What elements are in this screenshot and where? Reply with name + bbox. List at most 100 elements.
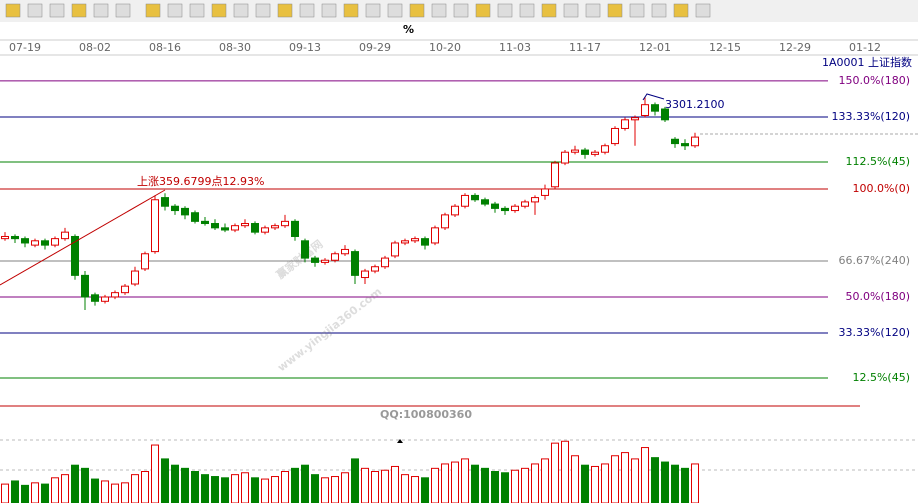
candle-body — [271, 225, 279, 229]
toolbar-button[interactable] — [651, 3, 667, 18]
volume-bar — [171, 464, 179, 503]
candle-body — [251, 223, 259, 233]
volume-bar — [381, 469, 389, 503]
candle-body — [521, 201, 529, 207]
volume-bar — [251, 477, 259, 503]
toolbar-button[interactable] — [365, 3, 381, 18]
level-label-bg — [828, 253, 918, 268]
volume-bar — [191, 471, 199, 503]
volume-bar — [421, 477, 429, 503]
level-label-bg — [828, 181, 918, 196]
volume-bar — [211, 476, 219, 503]
volume-bar — [541, 458, 549, 503]
qq-watermark: QQ:100800360 — [380, 408, 472, 421]
candle-body — [151, 199, 159, 253]
candle-body — [201, 220, 209, 225]
toolbar-button[interactable] — [49, 3, 65, 18]
level-label-bg — [828, 109, 918, 124]
toolbar-button[interactable] — [541, 3, 557, 18]
candle-body — [451, 205, 459, 216]
volume-bar — [401, 474, 409, 503]
candle-body — [611, 127, 619, 145]
date-label: 12-15 — [709, 41, 741, 54]
volume-bar — [671, 464, 679, 503]
candle-body — [471, 194, 479, 201]
toolbar-percent[interactable]: % — [403, 23, 414, 36]
candle-body — [401, 240, 409, 244]
toolbar-button[interactable] — [695, 3, 711, 18]
volume-bar — [311, 474, 319, 503]
toolbar-button[interactable] — [409, 3, 425, 18]
level-label: 33.33%(120) — [838, 326, 910, 339]
volume-bar — [11, 480, 19, 503]
watermark-url: www.yingjia360.com — [275, 285, 384, 374]
date-label: 01-12 — [849, 41, 881, 54]
candle-body — [511, 205, 519, 212]
toolbar-button[interactable] — [519, 3, 535, 18]
toolbar-button[interactable] — [189, 3, 205, 18]
volume-bar — [241, 472, 249, 503]
candle-body — [301, 240, 309, 259]
volume-bar — [31, 482, 39, 503]
toolbar-button[interactable] — [71, 3, 87, 18]
toolbar-button[interactable] — [563, 3, 579, 18]
toolbar-button[interactable] — [93, 3, 109, 18]
candle-body — [591, 151, 599, 155]
toolbar-button[interactable] — [255, 3, 271, 18]
level-label: 112.5%(45) — [845, 155, 910, 168]
toolbar-button[interactable] — [673, 3, 689, 18]
toolbar-button[interactable] — [211, 3, 227, 18]
candle-body — [671, 138, 679, 145]
candle-body — [431, 227, 439, 244]
toolbar-button[interactable] — [299, 3, 315, 18]
toolbar-button[interactable] — [475, 3, 491, 18]
candle-body — [601, 145, 609, 153]
toolbar-button[interactable] — [321, 3, 337, 18]
volume-bar — [471, 464, 479, 503]
volume-bar — [551, 442, 559, 503]
toolbar-button[interactable] — [27, 3, 43, 18]
volume-bar — [291, 467, 299, 503]
volume-bar — [261, 478, 269, 503]
toolbar-button[interactable] — [453, 3, 469, 18]
date-label: 11-03 — [499, 41, 531, 54]
candle-body — [641, 104, 649, 116]
level-label: 100.0%(0) — [852, 182, 910, 195]
rise-annotation: 上涨359.6799点12.93% — [137, 175, 264, 188]
toolbar-button[interactable] — [343, 3, 359, 18]
level-label: 150.0%(180) — [838, 74, 910, 87]
toolbar-button[interactable] — [497, 3, 513, 18]
toolbar-button[interactable] — [629, 3, 645, 18]
toolbar-button[interactable] — [607, 3, 623, 18]
volume-bar — [491, 471, 499, 503]
volume-bar — [591, 465, 599, 503]
candle-body — [411, 238, 419, 242]
volume-bar — [661, 461, 669, 503]
toolbar-button[interactable] — [145, 3, 161, 18]
toolbar-button[interactable] — [277, 3, 293, 18]
volume-bar — [341, 472, 349, 503]
chart-title: 1A0001 上证指数 — [822, 55, 912, 69]
volume-bar — [41, 483, 49, 503]
candle-body — [91, 294, 99, 302]
toolbar-button[interactable] — [233, 3, 249, 18]
toolbar-button[interactable] — [167, 3, 183, 18]
toolbar-button[interactable] — [431, 3, 447, 18]
volume-bar — [581, 464, 589, 503]
toolbar-button[interactable] — [387, 3, 403, 18]
level-label-bg — [828, 289, 918, 304]
candle-body — [181, 207, 189, 216]
candle-body — [371, 266, 379, 272]
toolbar-button[interactable] — [585, 3, 601, 18]
toolbar-button[interactable] — [5, 3, 21, 18]
volume-bar — [601, 463, 609, 503]
candle-body — [311, 257, 319, 263]
volume-bar — [391, 465, 399, 503]
candle-body — [231, 225, 239, 231]
toolbar-button[interactable] — [115, 3, 131, 18]
candle-body — [541, 188, 549, 196]
candle-body — [481, 199, 489, 205]
high-marker — [642, 93, 665, 101]
